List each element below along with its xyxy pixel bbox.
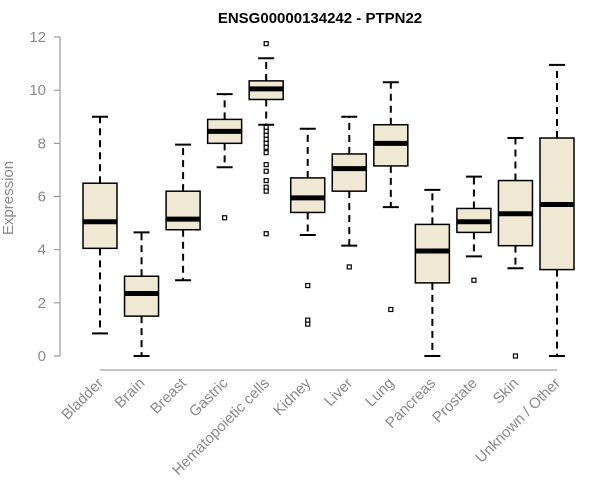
box-kidney (289, 127, 326, 327)
box-unknown-other (539, 63, 575, 357)
box-hematopoietic-cells (248, 41, 284, 237)
box-iqr (123, 275, 160, 317)
outlier-point (263, 150, 269, 156)
box-brain (123, 231, 160, 357)
x-category-label: Brain (112, 375, 149, 412)
outlier-point (471, 277, 477, 283)
y-tick-label: 0 (38, 348, 46, 365)
box-bladder (82, 115, 118, 335)
outlier-point (263, 188, 269, 194)
outlier-point (512, 353, 519, 359)
box-gastric (206, 93, 243, 221)
outlier-point (263, 162, 269, 168)
outlier-point (263, 231, 269, 237)
outlier-point (263, 177, 269, 184)
axes: 0 2 4 6 8 10 12 (29, 29, 557, 371)
box-prostate (456, 175, 492, 283)
outlier-point (305, 282, 311, 289)
x-category-label: Breast (147, 374, 190, 417)
outlier-point (346, 264, 352, 270)
box-breast (165, 143, 201, 282)
box-pancreas (414, 188, 451, 357)
chart-title: ENSG00000134242 - PTPN22 (218, 10, 422, 27)
y-tick-label: 12 (29, 29, 46, 46)
outlier-point (263, 41, 269, 47)
box-skin (497, 137, 534, 359)
box-lung (373, 81, 409, 313)
outlier-point (388, 306, 394, 313)
box-iqr (82, 182, 118, 250)
x-category-label: Kidney (270, 374, 315, 419)
y-tick-label: 8 (38, 135, 46, 152)
box-iqr (289, 177, 326, 214)
box-iqr (165, 190, 201, 231)
y-tick-label: 6 (38, 189, 46, 206)
box-iqr (331, 153, 368, 192)
outlier-point (305, 321, 311, 327)
boxes (82, 41, 575, 359)
x-category-label: Lung (362, 375, 398, 411)
x-category-label: Prostate (429, 375, 481, 427)
outlier-point (263, 168, 269, 174)
outlier-point (263, 144, 269, 150)
y-tick-label: 10 (29, 82, 46, 99)
x-category-label: Bladder (58, 375, 107, 424)
box-iqr (414, 223, 451, 284)
y-tick-label: 2 (38, 295, 46, 312)
outlier-point (222, 215, 228, 221)
x-category-label: Skin (490, 375, 523, 408)
y-axis-label: Expression (0, 161, 17, 235)
x-category-label: Liver (321, 375, 356, 410)
y-tick-label: 4 (38, 242, 46, 259)
box-liver (331, 115, 368, 270)
